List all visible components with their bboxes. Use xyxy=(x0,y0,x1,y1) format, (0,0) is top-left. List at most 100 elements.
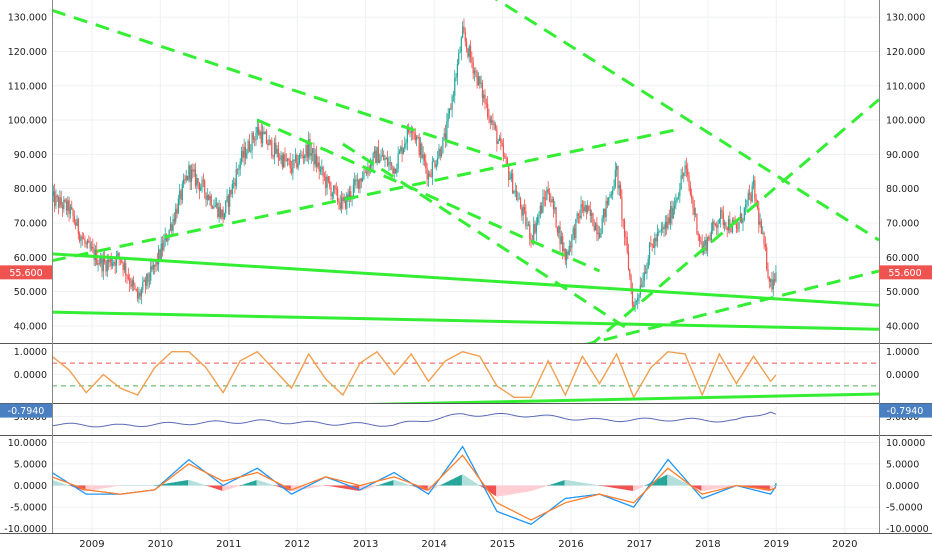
macd-histogram-bar xyxy=(84,485,86,491)
macd-histogram-bar xyxy=(510,485,513,495)
macd-histogram-bar xyxy=(185,480,188,486)
candle-body xyxy=(509,178,511,180)
macd-histogram-bar xyxy=(378,484,381,486)
indicator-line xyxy=(52,411,777,428)
x-tick-label: 2014 xyxy=(421,539,446,550)
macd-histogram-bar xyxy=(55,481,57,486)
macd-histogram-bar xyxy=(367,485,369,489)
candle-body xyxy=(235,169,237,187)
candle-body xyxy=(401,146,403,155)
macd-histogram-bar xyxy=(368,485,370,489)
candle-body xyxy=(114,262,116,266)
candle-body xyxy=(738,221,740,229)
macd-histogram-bar xyxy=(192,481,194,486)
macd-histogram-bar xyxy=(396,480,398,486)
macd-histogram-bar xyxy=(594,484,597,486)
macd-histogram-bar xyxy=(673,477,676,486)
candle-body xyxy=(296,154,298,168)
macd-histogram-bar xyxy=(130,485,132,486)
macd-histogram-bar xyxy=(588,483,590,486)
candle-body xyxy=(313,148,315,165)
candle-body xyxy=(251,133,253,151)
macd-histogram-bar xyxy=(506,485,509,495)
candle-body xyxy=(498,137,501,142)
macd-histogram-bar xyxy=(514,485,517,494)
chart-series xyxy=(52,0,879,526)
macd-histogram-bar xyxy=(167,483,169,486)
macd-histogram-bar xyxy=(640,485,643,488)
candle-body xyxy=(310,153,312,156)
x-tick-label: 2013 xyxy=(353,539,378,550)
price-y-tick-left: 70.000 xyxy=(14,218,47,229)
macd-histogram-bar xyxy=(342,485,344,489)
candle-body xyxy=(272,155,274,157)
candle-body xyxy=(179,190,181,199)
x-tick-label: 2011 xyxy=(216,539,241,550)
macd-histogram-bar xyxy=(140,485,143,486)
macd-histogram-bar xyxy=(765,485,768,491)
candle-body xyxy=(286,158,289,161)
candle-body xyxy=(312,148,314,154)
candle-body xyxy=(700,240,702,243)
macd-histogram-bar xyxy=(636,485,639,490)
macd-histogram-bar xyxy=(88,485,90,491)
macd-histogram-bar xyxy=(315,485,318,488)
candle-body xyxy=(177,198,179,214)
candle-body xyxy=(437,157,439,165)
candle-body xyxy=(651,243,653,246)
candle-body xyxy=(763,232,765,245)
candle-body xyxy=(381,155,383,157)
macd-histogram-bar xyxy=(671,476,673,486)
macd-histogram-bar xyxy=(293,485,295,491)
macd-histogram-bar xyxy=(639,485,642,488)
macd-histogram-bar xyxy=(544,485,547,487)
macd-histogram-bar xyxy=(702,485,705,491)
macd-histogram-bar xyxy=(94,485,97,490)
macd-histogram-bar xyxy=(164,483,166,486)
macd-panel xyxy=(52,445,777,526)
candle-body xyxy=(109,258,111,263)
candle-body xyxy=(644,272,647,274)
macd-histogram-bar xyxy=(347,485,349,490)
macd-histogram-bar xyxy=(373,485,376,487)
macd-histogram-bar xyxy=(201,484,203,486)
macd-histogram-bar xyxy=(530,485,532,492)
candle-body xyxy=(321,167,323,170)
macd-histogram-bar xyxy=(494,485,497,496)
macd-histogram-bar xyxy=(348,485,351,490)
candle-body xyxy=(722,211,724,226)
candle-body xyxy=(284,154,286,161)
candle-body xyxy=(372,153,374,166)
candle-body xyxy=(727,219,730,231)
candle-body xyxy=(648,243,651,259)
macd-histogram-bar xyxy=(435,485,438,488)
candle-body xyxy=(167,237,169,242)
oscillator-y-tick-left: 0.0000 xyxy=(14,370,47,381)
candle-body xyxy=(308,139,310,158)
candle-body xyxy=(408,127,410,133)
macd-line-signal xyxy=(52,454,777,521)
macd-histogram-bar xyxy=(255,480,257,486)
candle-body xyxy=(226,195,228,201)
macd-histogram-bar xyxy=(507,485,510,495)
macd-histogram-bar xyxy=(751,485,754,489)
macd-histogram-bar xyxy=(473,482,476,486)
macd-histogram-bar xyxy=(248,482,251,486)
candle-body xyxy=(479,76,481,84)
macd-histogram-bar xyxy=(472,481,474,486)
candle-body xyxy=(743,207,745,221)
macd-histogram-bar xyxy=(324,485,327,486)
macd-histogram-bar xyxy=(667,474,669,486)
macd-histogram-bar xyxy=(381,483,384,486)
candle-body xyxy=(358,179,360,189)
candle-body xyxy=(567,251,569,255)
macd-histogram-bar xyxy=(386,482,389,486)
macd-histogram-bar xyxy=(427,485,430,492)
macd-histogram-bar xyxy=(214,485,217,489)
macd-histogram-bar xyxy=(730,485,732,487)
price-y-tick-right: 80.000 xyxy=(886,184,919,195)
macd-histogram-bar xyxy=(713,485,715,490)
candle-body xyxy=(198,183,201,191)
macd-histogram-bar xyxy=(759,485,761,490)
macd-histogram-bar xyxy=(268,483,270,486)
